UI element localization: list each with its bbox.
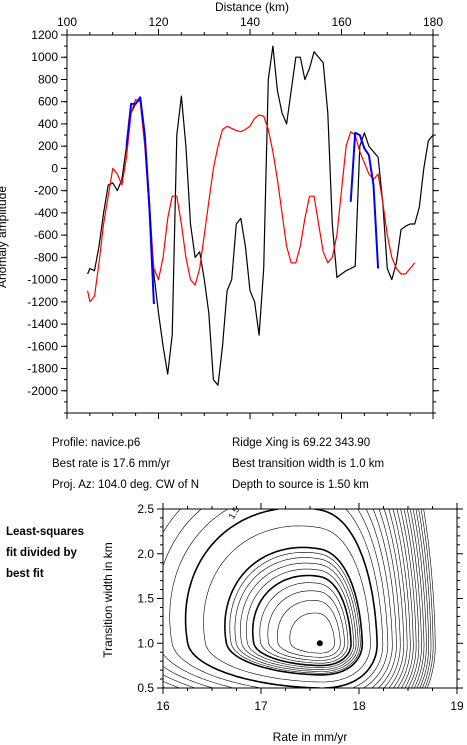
depth-to-source-text: Depth to source is 1.50 km [232,479,369,491]
contour-line [418,509,432,688]
contour-line [163,509,397,688]
bottom-y-axis-title: Transition width in km [101,542,115,658]
contour-line [289,612,335,654]
contour-line [251,574,352,667]
top-y-tick-label: -1600 [27,339,58,353]
model-profile-line [87,98,416,303]
contour-line [240,562,357,670]
bottom-x-tick-label: 19 [450,699,464,713]
contour-line [224,546,364,676]
contour-line [163,509,393,688]
top-y-tick-label: -800 [34,250,58,264]
top-y-tick-label: 800 [38,72,58,86]
top-x-tick-label: 160 [331,15,351,29]
bottom-y-tick-label: 1.0 [137,636,154,650]
misfit-contour-chart: Rate in mm/yr Transition width in km 16 1… [101,502,464,744]
contour-line [246,568,354,668]
top-y-tick-label: -200 [34,184,58,198]
top-y-axis-title: Anomaly amplitude [0,186,9,288]
anomaly-chart: Distance (km) Anomaly amplitude 100 120 14… [0,0,443,419]
fit-window-left-line [125,96,155,305]
contour-line [415,509,429,688]
bottom-x-axis-title: Rate in mm/yr [273,730,348,744]
contour-line [388,509,408,688]
top-y-tick-label: -2000 [27,384,58,398]
contour-line [400,509,417,688]
contour-line [403,509,420,688]
top-y-tick-label: 400 [38,117,58,131]
bottom-plot-frame [162,508,458,689]
bottom-x-tick-label: 18 [352,699,366,713]
contour-line [234,557,359,672]
transition-width-text: Best transition width is 1.0 km [232,458,384,470]
best-rate-text: Best rate is 17.6 mm/yr [52,458,170,470]
side-note: Least-squares fit divided by best fit [6,526,84,580]
top-y-tick-label: -1800 [27,362,58,376]
contour-line [259,582,349,664]
side-note-line-1: Least-squares [6,526,84,538]
bottom-y-tick-label: 0.5 [137,681,154,695]
top-x-tick-label: 180 [423,15,443,29]
top-y-tick-label: -1200 [27,295,58,309]
contour-line [420,509,434,688]
contour-line [229,552,361,674]
top-x-tick-label: 100 [57,15,77,29]
top-y-tick-label: -1400 [27,317,58,331]
contour-lines [163,509,436,688]
contour-line [163,509,389,688]
contour-line [184,509,378,688]
top-x-axis-title: Distance (km) [215,0,289,14]
top-axes: 100 120 140 160 180 1200 1000 800 600 400 200 0 -200… [27,15,443,419]
top-y-tick-label: 1200 [31,28,58,42]
contour-line [406,509,422,688]
contour-line [267,590,345,661]
contour-line [203,525,371,683]
bottom-y-tick-label: 2.5 [137,502,154,516]
contour-line [277,600,341,658]
top-x-tick-label: 140 [240,15,260,29]
top-y-tick-label: 600 [38,95,58,109]
contour-line [169,509,384,688]
top-y-tick-label: -400 [34,206,58,220]
bottom-y-tick-label: 2.0 [137,547,154,561]
info-block: Profile: navice.p6 Best rate is 17.6 mm/… [52,437,384,491]
bottom-y-tick-label: 1.5 [137,592,154,606]
top-plot-frame [66,34,434,414]
top-x-tick-label: 120 [148,15,168,29]
contour-line [412,509,427,688]
ridge-xing-text: Ridge Xing is 69.22 343.90 [232,437,370,449]
top-series-group [87,45,434,386]
top-y-tick-label: 200 [38,139,58,153]
proj-az-text: Proj. Az: 104.0 deg. CW of N [52,479,199,491]
side-note-line-2: fit divided by [6,547,78,559]
bottom-axes: 16 17 18 19 0.5 1.0 1.5 2.0 2.5 [137,502,464,713]
top-y-tick-label: -600 [34,228,58,242]
top-y-tick-label: -1000 [27,273,58,287]
contour-label: 1.5 [226,505,241,521]
best-fit-point [316,640,323,647]
bottom-x-tick-label: 16 [156,699,170,713]
profile-text: Profile: navice.p6 [52,437,140,449]
side-note-line-3: best fit [6,568,44,580]
bottom-x-tick-label: 17 [254,699,268,713]
top-y-tick-label: 0 [51,161,58,175]
fit-window-right-line [349,131,380,269]
top-y-tick-label: 1000 [31,50,58,64]
contour-line [163,509,401,688]
